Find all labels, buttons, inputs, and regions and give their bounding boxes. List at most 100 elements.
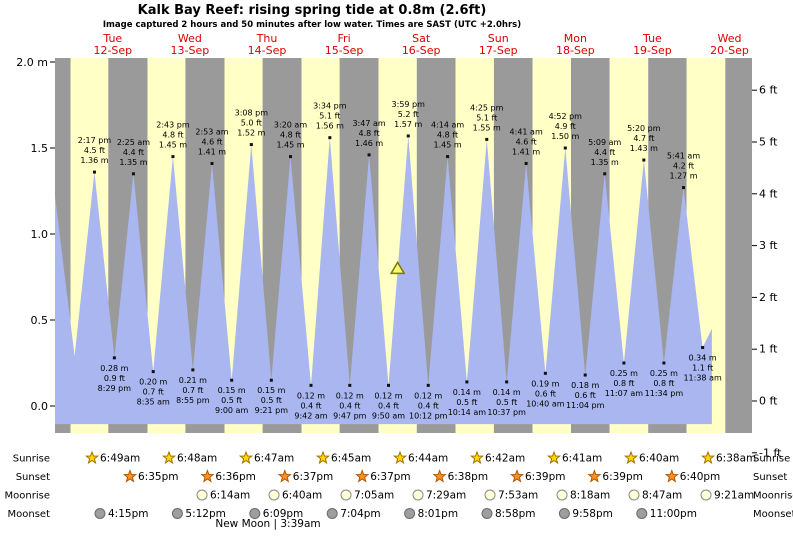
- astro-row-label-right: Sunrise: [753, 454, 790, 465]
- moonrise-icon: [484, 489, 496, 501]
- low-tide-m: 0.34 m: [689, 354, 717, 363]
- high-tide-ft: 4.7 ft: [633, 134, 654, 143]
- low-tide-m: 0.12 m: [374, 391, 402, 400]
- high-tide-m: 1.27 m: [669, 172, 697, 181]
- low-tide-time: 11:04 pm: [566, 401, 605, 410]
- moonrise-icon: [196, 489, 208, 501]
- astro-time: 8:58pm: [495, 508, 535, 520]
- high-tide-dot: [131, 172, 135, 176]
- high-tide-time: 5:41 am: [667, 152, 700, 161]
- low-tide-time: 10:40 am: [526, 399, 565, 408]
- left-axis-label: 0.0: [31, 400, 49, 413]
- low-tide-ft: 0.5 ft: [456, 398, 477, 407]
- right-axis-label: 4 ft: [759, 187, 778, 200]
- high-tide-ft: 4.8 ft: [280, 131, 301, 140]
- right-axis-label: 0 ft: [759, 395, 778, 408]
- high-tide-ft: 4.6 ft: [516, 137, 537, 146]
- day-weekday-label: Thu: [256, 32, 278, 45]
- day-weekday-label: Tue: [642, 32, 662, 45]
- moonrise-icon: [556, 489, 568, 501]
- high-tide-m: 1.57 m: [394, 120, 422, 129]
- astro-row-label-right: Moonrise: [753, 491, 793, 502]
- low-tide-m: 0.20 m: [139, 378, 167, 387]
- low-tide-time: 10:12 pm: [409, 411, 448, 420]
- right-axis-label: 2 ft: [759, 291, 778, 304]
- astro-time: 6:35pm: [138, 471, 178, 483]
- high-tide-dot: [603, 172, 607, 176]
- astro-time: 8:47am: [642, 490, 682, 502]
- low-tide-dot: [543, 371, 547, 375]
- high-tide-dot: [289, 155, 293, 159]
- sunset-star-icon: [200, 469, 215, 483]
- astro-time: 6:44am: [408, 453, 448, 465]
- high-tide-dot: [210, 161, 214, 165]
- high-tide-dot: [367, 153, 371, 157]
- astro-time: 6:37pm: [293, 471, 333, 483]
- page-subtitle: Image captured 2 hours and 50 minutes af…: [102, 20, 522, 30]
- high-tide-ft: 5.0 ft: [241, 119, 262, 128]
- sunset-star-icon: [432, 469, 447, 483]
- high-tide-ft: 4.5 ft: [84, 146, 105, 155]
- low-tide-ft: 1.1 ft: [692, 364, 713, 373]
- astro-time: 7:04pm: [340, 508, 380, 520]
- high-tide-m: 1.45 m: [276, 141, 304, 150]
- day-date-label: 20-Sep: [710, 44, 749, 57]
- low-tide-ft: 0.8 ft: [653, 379, 674, 388]
- high-tide-ft: 4.9 ft: [555, 122, 576, 131]
- low-tide-dot: [191, 368, 195, 372]
- astro-time: 7:53am: [498, 490, 538, 502]
- low-tide-ft: 0.4 ft: [339, 401, 360, 410]
- low-tide-m: 0.21 m: [179, 376, 207, 385]
- low-tide-ft: 0.5 ft: [496, 398, 517, 407]
- right-axis-label: 6 ft: [759, 84, 778, 97]
- high-tide-dot: [485, 137, 489, 141]
- low-tide-ft: 0.7 ft: [143, 388, 164, 397]
- sunrise-star-icon: [700, 450, 716, 465]
- high-tide-time: 3:20 am: [274, 121, 307, 130]
- sunrise-star-icon: [161, 450, 177, 465]
- moonrise-icon: [340, 489, 352, 501]
- astro-time: 6:39pm: [525, 471, 565, 483]
- high-tide-ft: 4.8 ft: [162, 131, 183, 140]
- moonrise-icon: [700, 489, 712, 501]
- astro-time: 7:29am: [426, 490, 466, 502]
- high-tide-dot: [682, 186, 686, 190]
- astro-time: 6:36pm: [215, 471, 255, 483]
- day-weekday-label: Sun: [488, 32, 509, 45]
- left-axis-label: 2.0 m: [16, 56, 48, 69]
- moonset-icon: [326, 508, 338, 519]
- high-tide-dot: [563, 146, 567, 150]
- astro-time: 6:39pm: [602, 471, 642, 483]
- page-title: Kalk Bay Reef: rising spring tide at 0.8…: [137, 3, 487, 18]
- low-tide-ft: 0.5 ft: [261, 396, 282, 405]
- day-date-label: 12-Sep: [93, 44, 132, 57]
- low-tide-m: 0.19 m: [531, 379, 559, 388]
- low-tide-m: 0.18 m: [571, 381, 599, 390]
- high-tide-ft: 5.1 ft: [476, 113, 497, 122]
- low-tide-time: 10:14 am: [448, 408, 487, 417]
- astro-time: 8:18am: [570, 490, 610, 502]
- low-tide-time: 9:47 pm: [333, 411, 367, 420]
- high-tide-ft: 4.2 ft: [673, 162, 694, 171]
- day-date-label: 15-Sep: [325, 44, 364, 57]
- high-tide-time: 3:08 pm: [235, 109, 269, 118]
- astro-time: 6:14am: [210, 490, 250, 502]
- low-tide-ft: 0.8 ft: [613, 379, 634, 388]
- astro-time: 6:47am: [254, 453, 294, 465]
- low-tide-dot: [230, 378, 234, 382]
- high-tide-time: 3:47 am: [352, 119, 385, 128]
- high-tide-ft: 5.1 ft: [319, 112, 340, 121]
- day-date-label: 16-Sep: [402, 44, 441, 57]
- high-tide-m: 1.55 m: [473, 123, 501, 132]
- night-band: [725, 58, 752, 433]
- low-tide-time: 8:29 pm: [98, 384, 132, 393]
- high-tide-time: 5:09 am: [588, 138, 621, 147]
- high-tide-time: 4:41 am: [510, 127, 543, 136]
- low-tide-m: 0.15 m: [218, 386, 246, 395]
- low-tide-dot: [269, 378, 273, 382]
- low-tide-dot: [309, 383, 313, 387]
- sunrise-star-icon: [623, 450, 639, 465]
- right-axis-label: -1 ft: [759, 446, 782, 459]
- high-tide-time: 2:17 pm: [78, 136, 112, 145]
